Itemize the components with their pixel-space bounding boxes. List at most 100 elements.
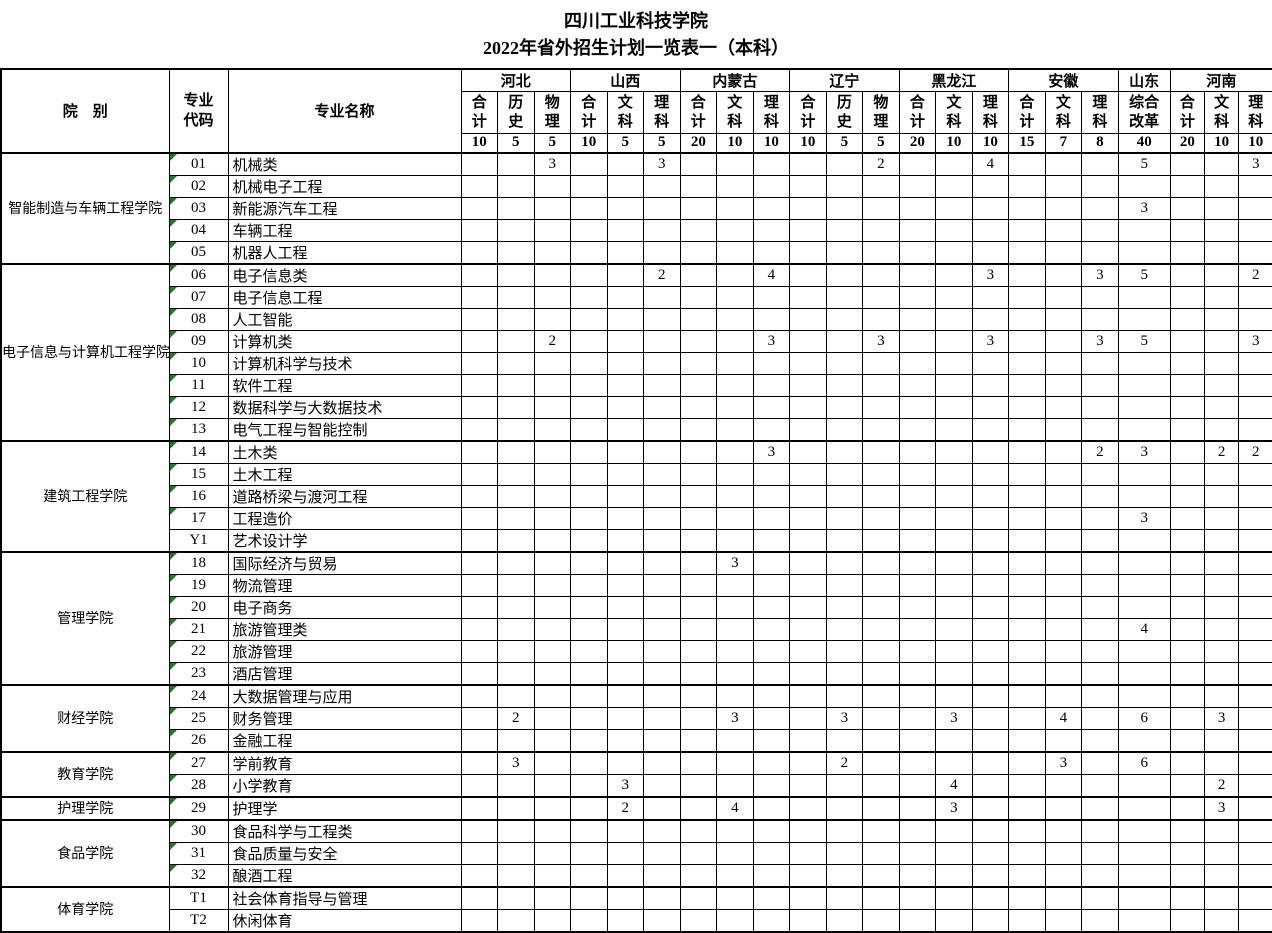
plan-value-cell [1044,196,1083,220]
plan-value-cell [460,528,498,552]
plan-value-cell [971,818,1010,843]
plan-value-cell [1238,174,1272,198]
plan-value-cell [570,706,608,730]
plan-value-cell [752,351,791,375]
plan-value-cell [1169,683,1206,708]
plan-value-cell [606,262,645,287]
plan-value-cell [935,262,973,287]
major-code-cell: 19 [168,573,229,597]
plan-value-cell [679,395,718,419]
number-stored-as-text-marker [170,864,177,872]
plan-value-cell [789,841,827,865]
plan-value-cell [1044,773,1083,797]
plan-value-cell [497,151,535,176]
plan-value-cell [1204,841,1240,865]
plan-value-cell [1117,307,1171,331]
college-cell: 建筑工程学院 [0,439,170,552]
subject-header: 合计 [570,91,608,134]
plan-value-cell [1169,240,1206,264]
plan-value-cell [825,196,864,220]
plan-value-cell [752,863,791,887]
major-name-cell: 酒店管理 [227,661,462,685]
plan-value-cell [1008,885,1046,910]
plan-value-cell [533,439,572,464]
plan-value-cell [862,218,900,242]
plan-value-cell [1238,595,1272,619]
plan-value-cell [497,885,535,910]
plan-value-cell: 3 [862,329,900,353]
plan-value-cell [643,885,681,910]
plan-value-cell [679,329,718,353]
major-name-cell: 车辆工程 [227,218,462,242]
plan-value-cell [825,174,864,198]
plan-value-cell [533,841,572,865]
major-code-cell: 26 [168,728,229,752]
plan-value-cell [460,639,498,663]
major-code-cell: 28 [168,773,229,797]
plan-value-cell [935,174,973,198]
plan-value-cell [679,639,718,663]
plan-value-cell [606,307,645,331]
plan-value-cell [789,908,827,932]
plan-value-cell [460,285,498,309]
plan-value-cell [460,617,498,641]
plan-value-cell [825,262,864,287]
major-code-cell: 20 [168,595,229,619]
plan-value-cell [935,240,973,264]
plan-value-cell [789,151,827,176]
number-stored-as-text-marker [170,597,177,604]
plan-value-cell [460,439,498,464]
plan-value-cell [862,528,900,552]
plan-value-cell [1169,506,1206,530]
plan-value-cell [570,417,608,441]
plan-value-cell [1204,417,1240,441]
plan-value-cell [752,728,791,752]
plan-value-cell [570,573,608,597]
number-stored-as-text-marker [170,753,177,760]
plan-value-cell [935,351,973,375]
plan-value-cell [1169,196,1206,220]
college-cell: 管理学院 [0,550,170,685]
plan-value-cell [1044,395,1083,419]
major-name-cell: 道路桥梁与渡河工程 [227,484,462,508]
plan-value-cell [971,795,1010,820]
plan-value-cell: 2 [497,706,535,730]
plan-value-cell [898,439,937,464]
plan-value-cell [898,151,937,176]
quota-cell: 10 [752,133,791,154]
major-name-cell: 酿酒工程 [227,863,462,887]
plan-value-cell [606,417,645,441]
plan-value-cell [1044,908,1083,932]
plan-value-cell [789,373,827,397]
number-stored-as-text-marker [170,843,177,850]
plan-value-cell [1238,351,1272,375]
plan-value-cell [1081,639,1119,663]
plan-value-cell [752,307,791,331]
plan-value-cell [1044,818,1083,843]
plan-value-cell [460,484,498,508]
plan-value-cell [1044,528,1083,552]
plan-value-cell [643,795,681,820]
plan-value-cell: 2 [606,795,645,820]
plan-value-cell [971,285,1010,309]
plan-value-cell [716,863,754,887]
plan-value-cell [606,841,645,865]
plan-value-cell [898,218,937,242]
plan-value-cell [752,151,791,176]
plan-value-cell [497,373,535,397]
major-name-cell: 机械电子工程 [227,174,462,198]
subject-header: 文科 [716,91,754,134]
plan-value-cell [643,196,681,220]
plan-value-cell [1081,706,1119,730]
major-name-cell: 机器人工程 [227,240,462,264]
plan-value-cell [497,863,535,887]
plan-value-cell [1044,174,1083,198]
major-code-cell: 22 [168,639,229,663]
plan-value-cell [862,818,900,843]
plan-value-cell [862,908,900,932]
plan-value-cell [825,595,864,619]
plan-value-cell [1238,395,1272,419]
plan-value-cell [935,617,973,641]
plan-value-cell [1204,728,1240,752]
plan-value-cell [935,151,973,176]
